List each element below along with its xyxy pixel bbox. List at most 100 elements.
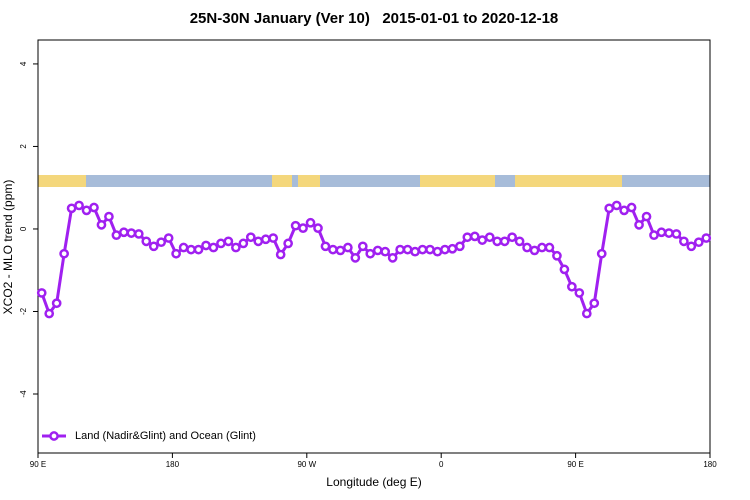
data-point: [395, 244, 405, 255]
x-axis-label: Longitude (deg E): [326, 475, 421, 489]
data-point: [290, 220, 301, 231]
data-point: [231, 242, 241, 253]
data-point: [171, 248, 181, 259]
data-point: [208, 242, 219, 253]
data-point: [432, 246, 443, 257]
data-point: [581, 308, 592, 319]
data-point: [619, 205, 629, 216]
data-point: [462, 232, 473, 243]
data-point: [664, 228, 674, 238]
data-point: [245, 232, 256, 243]
data-point: [186, 244, 196, 255]
y-tick-label: -2: [19, 307, 28, 315]
data-point: [701, 233, 712, 243]
data-point: [275, 249, 286, 260]
data-point: [111, 230, 122, 241]
y-tick-label: 2: [19, 144, 28, 149]
data-point: [693, 237, 704, 248]
data-point: [320, 241, 331, 252]
data-point: [671, 229, 682, 239]
legend-marker: [49, 431, 59, 441]
data-point: [626, 202, 637, 213]
x-tick-label: 90 W: [297, 460, 316, 469]
data-point: [253, 236, 264, 247]
data-point: [380, 246, 391, 257]
data-point: [649, 230, 659, 241]
data-point: [260, 234, 271, 245]
data-point: [298, 223, 308, 233]
data-point: [492, 236, 503, 247]
data-point: [201, 240, 211, 251]
data-point: [36, 288, 47, 298]
data-point: [238, 238, 249, 249]
data-point: [357, 241, 368, 252]
data-point: [440, 244, 450, 255]
data-point: [81, 205, 92, 216]
y-tick-label: -4: [19, 390, 28, 398]
data-point: [514, 236, 525, 247]
x-tick-label: 180: [166, 460, 180, 469]
data-point: [193, 244, 204, 255]
data-point: [611, 200, 622, 211]
data-point: [74, 200, 84, 211]
data-point: [596, 248, 607, 259]
data-point: [178, 242, 189, 253]
data-point: [499, 236, 510, 247]
data-point: [552, 250, 562, 261]
data-point: [328, 244, 338, 255]
data-point: [372, 245, 383, 256]
data-point: [163, 233, 174, 243]
data-point: [507, 232, 517, 243]
data-point: [604, 203, 615, 214]
data-point: [686, 241, 697, 252]
data-point: [156, 237, 167, 248]
data-point: [305, 217, 316, 228]
x-tick-label: 0: [439, 460, 444, 469]
legend-label: Land (Nadir&Glint) and Ocean (Glint): [75, 430, 256, 442]
x-tick-label: 180: [703, 460, 717, 469]
data-point: [544, 242, 555, 253]
data-point: [537, 242, 547, 253]
x-tick-label: 90 E: [30, 460, 46, 469]
data-point: [59, 248, 69, 259]
chart-title: 25N-30N January (Ver 10) 2015-01-01 to 2…: [190, 10, 559, 27]
data-point: [104, 211, 114, 222]
x-tick-label: 90 E: [567, 460, 583, 469]
data-point: [567, 281, 577, 292]
data-point: [96, 219, 107, 230]
data-point: [656, 227, 667, 238]
data-point: [589, 298, 600, 309]
data-point: [529, 245, 540, 256]
data-point: [335, 245, 346, 256]
data-point: [469, 231, 480, 242]
data-point: [477, 235, 488, 245]
data-point: [641, 211, 652, 222]
data-point: [350, 252, 361, 263]
data-point: [365, 248, 376, 259]
data-point: [484, 232, 495, 243]
data-point: [126, 228, 137, 238]
data-point: [522, 242, 532, 253]
data-point: [634, 219, 644, 230]
y-tick-label: 4: [19, 61, 28, 66]
data-point: [402, 244, 413, 255]
data-point: [425, 244, 435, 255]
data-point: [51, 298, 62, 309]
data-point: [283, 238, 293, 249]
data-point: [574, 288, 585, 298]
series-line: [40, 203, 707, 317]
data-point: [417, 244, 428, 255]
data-point: [119, 227, 129, 238]
y-tick-label: 0: [19, 226, 28, 231]
data-point: [679, 236, 689, 247]
data-point: [559, 264, 570, 275]
data-point: [89, 202, 99, 213]
data-point: [148, 241, 159, 252]
data-point: [447, 243, 458, 254]
data-point: [44, 308, 55, 319]
data-point: [343, 242, 353, 253]
data-point: [66, 203, 77, 214]
data-point: [313, 223, 323, 233]
plot-frame: [37, 39, 711, 454]
